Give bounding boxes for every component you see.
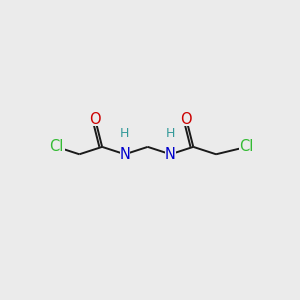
Text: O: O — [89, 112, 101, 127]
Text: H: H — [166, 128, 175, 140]
Bar — [90, 113, 101, 125]
Text: Cl: Cl — [50, 140, 64, 154]
Bar — [121, 129, 129, 139]
Text: Cl: Cl — [240, 140, 254, 154]
Bar — [181, 113, 191, 125]
Text: N: N — [119, 147, 130, 162]
Text: H: H — [120, 128, 130, 140]
Text: N: N — [165, 147, 176, 162]
Bar — [120, 148, 130, 161]
Text: O: O — [181, 112, 192, 127]
Bar — [165, 148, 176, 161]
Bar — [167, 129, 175, 139]
Bar — [238, 140, 255, 153]
Bar — [48, 140, 65, 153]
